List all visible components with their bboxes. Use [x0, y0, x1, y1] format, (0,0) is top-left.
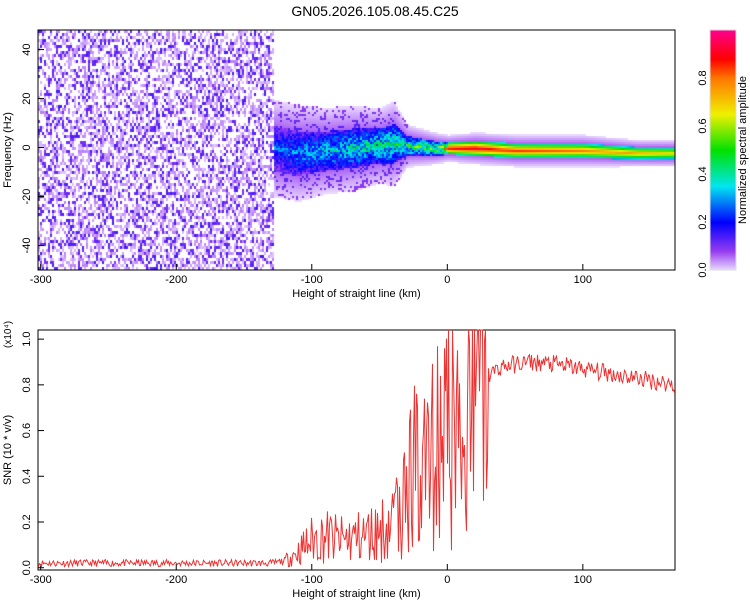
snr-y-tick-label: 0.8	[21, 377, 33, 392]
colorbar-tick-label: 0.2	[697, 214, 709, 229]
colorbar-tick-label: 0.8	[697, 70, 709, 85]
spectrogram-heatmap	[38, 30, 675, 270]
colorbar-tick-label: 0.4	[697, 166, 709, 181]
snr-plot-frame	[37, 329, 676, 571]
snr-y-tick-label: 0.2	[21, 514, 33, 529]
snr-x-tick-label: 100	[574, 574, 592, 586]
spectrogram-x-tick-label: -300	[30, 274, 52, 286]
snr-x-tick-label: -300	[30, 574, 52, 586]
colorbar-tick-label: 0.6	[697, 118, 709, 133]
spectrogram-x-axis-label: Height of straight line (km)	[292, 288, 420, 300]
snr-x-tick-label: 0	[444, 574, 450, 586]
spectrogram-y-axis-label: Frequency (Hz)	[2, 112, 14, 188]
snr-series-line	[38, 329, 675, 569]
colorbar-gradient	[710, 30, 736, 270]
snr-y-tick-label: 0.0	[21, 560, 33, 575]
snr-y-tick-label: 0.4	[21, 469, 33, 484]
snr-multiplier: (x10⁴)	[3, 321, 14, 348]
snr-y-tick-label: 1.0	[21, 331, 33, 346]
colorbar-label: Normalized spectral amplitude	[737, 76, 749, 224]
spectrogram-y-tick-label: 40	[21, 43, 33, 55]
spectrogram-x-tick-label: -200	[165, 274, 187, 286]
snr-x-axis-label: Height of straight line (km)	[292, 588, 420, 600]
snr-x-tick-label: -100	[301, 574, 323, 586]
colorbar-tick-label: 0.0	[697, 262, 709, 277]
spectrogram-x-tick-label: -100	[301, 274, 323, 286]
spectrogram-y-tick-label: -40	[21, 238, 33, 254]
chart-title: GN05.2026.105.08.45.C25	[291, 3, 459, 19]
snr-y-axis-label: SNR (10 * v/v)	[2, 415, 14, 485]
spectrogram-x-tick-label: 0	[444, 274, 450, 286]
spectrogram-plot-frame	[37, 29, 676, 271]
snr-x-tick-label: -200	[165, 574, 187, 586]
colorbar-frame	[709, 29, 737, 271]
spectrogram-y-tick-label: 20	[21, 92, 33, 104]
spectrogram-y-tick-label: 0	[21, 144, 33, 150]
spectrogram-y-tick-label: -20	[21, 189, 33, 205]
snr-y-tick-label: 0.6	[21, 423, 33, 438]
spectrogram-x-tick-label: 100	[574, 274, 592, 286]
